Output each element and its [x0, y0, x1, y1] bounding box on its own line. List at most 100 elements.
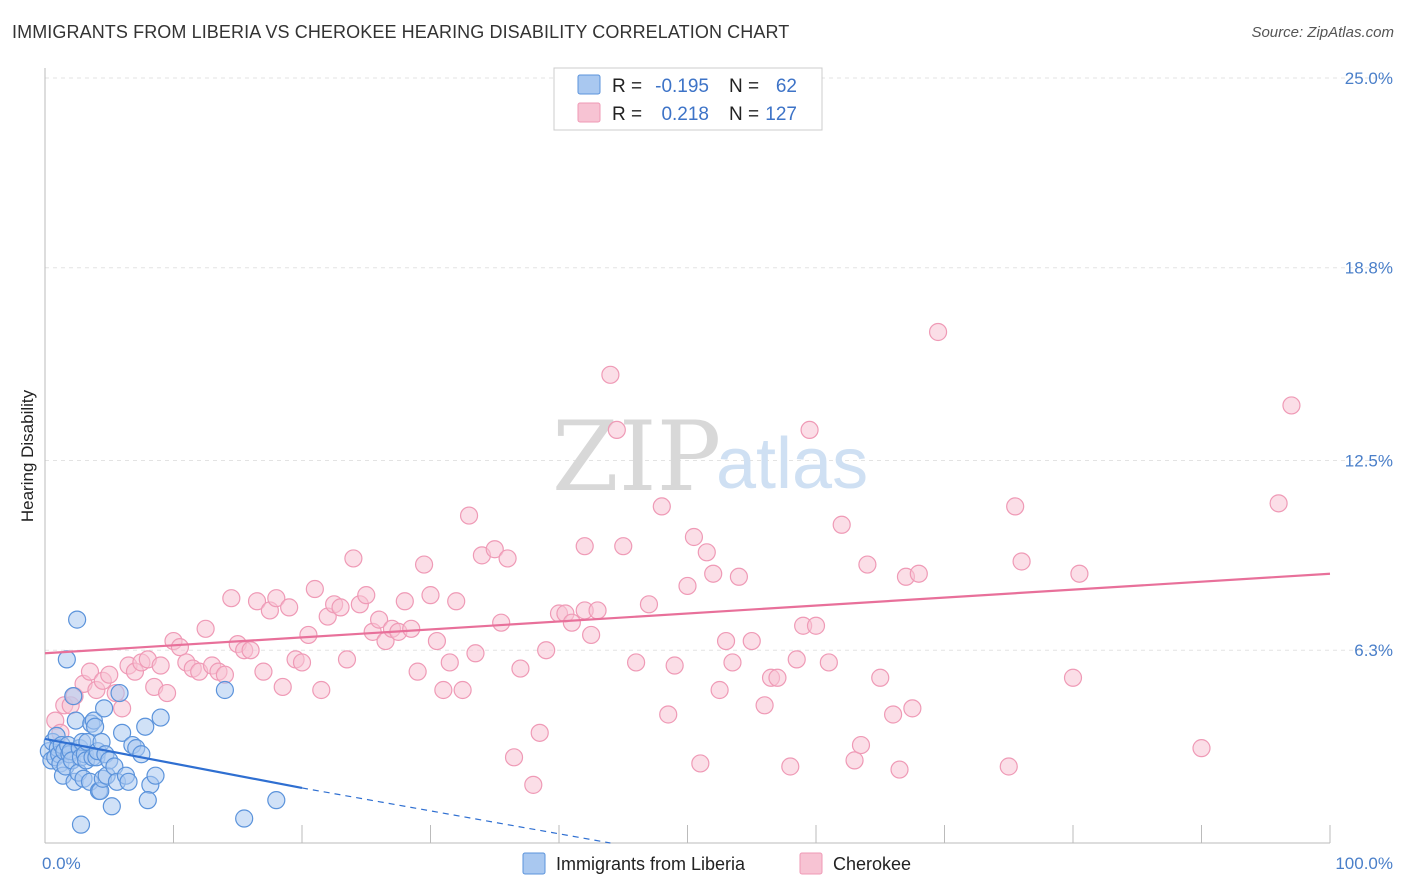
series-legend: Immigrants from Liberia Cherokee — [522, 852, 911, 875]
point-cherokee-86 — [626, 653, 646, 672]
axes-layer — [44, 68, 1331, 844]
point-cherokee-9 — [100, 665, 119, 684]
point-cherokee-73 — [524, 775, 543, 794]
y-axis-title: Hearing Disability — [18, 389, 37, 522]
point-cherokee-32 — [247, 592, 267, 611]
point-cherokee-18 — [157, 683, 177, 703]
point-cherokee-98 — [723, 653, 742, 672]
point-liberia-61 — [215, 680, 234, 700]
point-cherokee-84 — [607, 420, 626, 439]
point-liberia-58 — [71, 815, 91, 834]
bottom-legend-label-1: Immigrants from Liberia — [556, 854, 746, 874]
point-cherokee-108 — [806, 616, 826, 635]
legend-swatch-blue — [577, 74, 601, 95]
trend-layer — [44, 572, 1331, 844]
point-cherokee-89 — [659, 705, 678, 724]
y-tick-label-3: 25.0% — [1345, 69, 1393, 88]
point-cherokee-66 — [466, 644, 485, 663]
point-liberia-17 — [64, 687, 83, 706]
point-cherokee-113 — [858, 555, 877, 574]
point-cherokee-75 — [537, 641, 556, 660]
point-cherokee-128 — [1269, 494, 1288, 513]
point-cherokee-107 — [800, 420, 819, 439]
legend-r-label-2: R = — [612, 104, 642, 125]
point-cherokee-81 — [575, 537, 594, 556]
tick-labels: 6.3% 12.5% 18.8% 25.0% 0.0% 100.0% — [42, 69, 1393, 873]
y-tick-label-1: 12.5% — [1345, 452, 1393, 471]
point-cherokee-97 — [716, 631, 736, 651]
point-cherokee-24 — [196, 619, 215, 638]
point-cherokee-80 — [582, 625, 601, 645]
point-cherokee-74 — [530, 723, 549, 742]
point-cherokee-100 — [742, 631, 761, 651]
point-cherokee-111 — [845, 751, 864, 770]
point-cherokee-109 — [819, 653, 838, 672]
point-liberia-40 — [95, 699, 114, 718]
point-cherokee-20 — [170, 638, 190, 657]
point-cherokee-123 — [1012, 552, 1031, 571]
point-cherokee-60 — [427, 631, 447, 651]
point-liberia-48 — [112, 723, 132, 742]
point-cherokee-41 — [305, 579, 324, 599]
point-cherokee-105 — [787, 650, 806, 669]
point-cherokee-36 — [273, 677, 292, 697]
point-cherokee-120 — [928, 322, 948, 342]
bottom-legend-label-2: Cherokee — [833, 854, 911, 874]
point-cherokee-110 — [832, 515, 851, 534]
point-liberia-59 — [151, 708, 170, 727]
legend-r-value-1: -0.195 — [655, 76, 709, 97]
point-liberia-62 — [235, 809, 254, 828]
bottom-legend-swatch-pink — [799, 852, 823, 875]
point-cherokee-6 — [80, 662, 100, 681]
point-liberia-56 — [146, 766, 165, 785]
point-cherokee-92 — [684, 527, 704, 547]
point-cherokee-90 — [665, 656, 684, 675]
point-liberia-44 — [102, 797, 121, 816]
point-cherokee-114 — [871, 668, 890, 687]
point-cherokee-27 — [215, 665, 234, 684]
point-cherokee-70 — [498, 549, 517, 568]
point-cherokee-39 — [292, 653, 312, 672]
legend-swatch-pink — [577, 102, 601, 123]
point-cherokee-122 — [1006, 497, 1025, 516]
correlation-legend: R = -0.195 N = 62 R = 0.218 N = 127 — [553, 67, 823, 131]
point-cherokee-87 — [639, 595, 659, 614]
point-cherokee-31 — [241, 641, 260, 660]
chart-title: IMMIGRANTS FROM LIBERIA VS CHEROKEE HEAR… — [12, 22, 790, 42]
point-cherokee-99 — [729, 567, 749, 586]
watermark: ZIP atlas — [552, 401, 868, 513]
y-tick-label-0: 6.3% — [1354, 641, 1393, 660]
point-cherokee-65 — [459, 506, 479, 525]
grid-layer — [45, 77, 1390, 651]
point-cherokee-55 — [395, 592, 414, 611]
point-cherokee-94 — [697, 543, 716, 562]
point-liberia-33 — [86, 717, 105, 736]
point-cherokee-88 — [652, 497, 671, 516]
point-cherokee-71 — [504, 748, 524, 767]
point-cherokee-119 — [909, 564, 928, 583]
point-cherokee-91 — [678, 576, 697, 596]
x-tick-label-0: 0.0% — [42, 854, 81, 873]
point-cherokee-124 — [1063, 668, 1083, 687]
point-liberia-60 — [267, 791, 286, 810]
point-cherokee-104 — [781, 757, 800, 776]
legend-n-label-1: N = — [729, 76, 759, 97]
point-cherokee-126 — [1192, 739, 1211, 758]
point-cherokee-125 — [1070, 564, 1089, 583]
watermark-atlas: atlas — [716, 424, 868, 504]
watermark-zip: ZIP — [552, 401, 721, 513]
point-liberia-12 — [57, 650, 76, 669]
point-cherokee-82 — [588, 601, 607, 620]
point-cherokee-115 — [883, 705, 903, 724]
x-tick-label-1: 100.0% — [1335, 854, 1393, 873]
point-cherokee-69 — [492, 613, 511, 632]
legend-r-label-1: R = — [612, 76, 642, 97]
point-liberia-50 — [119, 772, 138, 791]
point-cherokee-61 — [434, 680, 453, 700]
point-liberia-47 — [110, 683, 129, 703]
point-cherokee-116 — [890, 760, 909, 779]
point-cherokee-72 — [511, 659, 530, 678]
point-cherokee-64 — [453, 680, 472, 700]
point-cherokee-56 — [402, 619, 421, 638]
bottom-legend-swatch-blue — [522, 852, 546, 875]
